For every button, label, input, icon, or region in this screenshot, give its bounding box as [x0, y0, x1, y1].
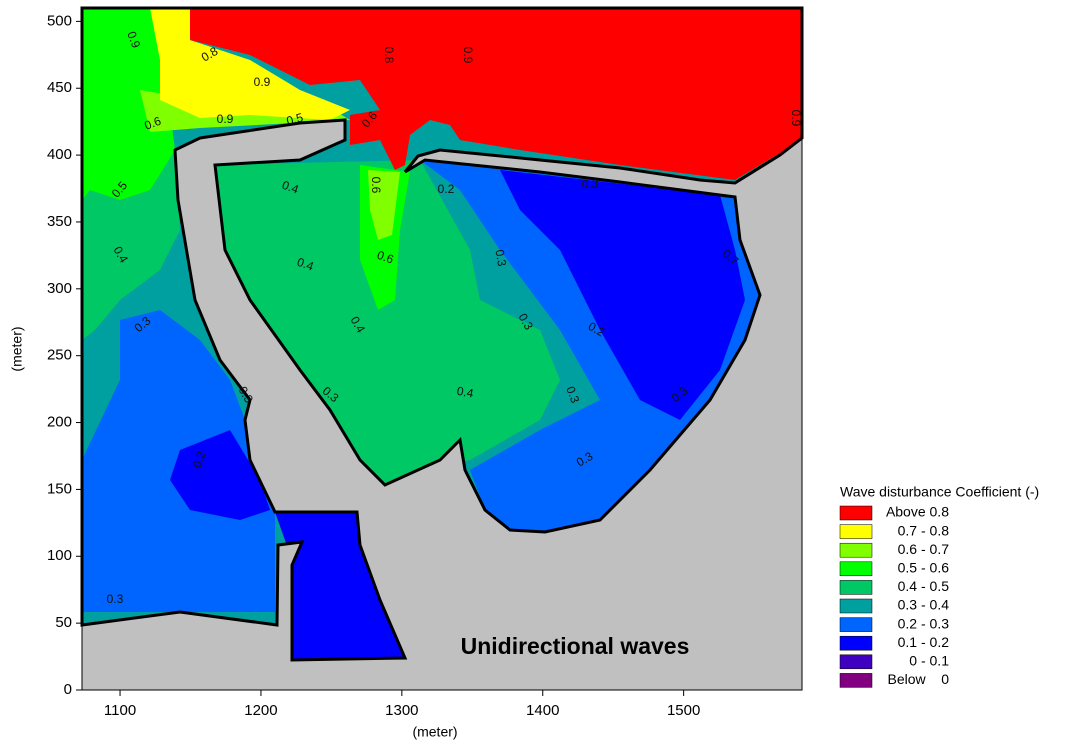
legend-swatch [839, 654, 873, 670]
region [500, 170, 745, 420]
y-tick-label: 500 [47, 12, 72, 29]
y-tick-label: 50 [55, 614, 72, 631]
y-tick-label: 150 [47, 480, 72, 497]
contour-labels: 0.9 0.8 0.9 0.8 0.9 0.6 0.9 0.5 0.6 0.9 … [107, 29, 803, 606]
contour-label: 0.4 [280, 178, 301, 197]
legend-swatch [839, 580, 873, 595]
contour-label: 0.9 [124, 29, 143, 50]
contour-label: 0.5 [285, 110, 305, 128]
contour-label: 0.9 [254, 75, 271, 89]
legend-label: 0.3 - 0.4 [898, 597, 950, 613]
contour-label: 0.3 [563, 384, 582, 405]
legend-swatch [839, 635, 873, 651]
legend-swatch [839, 561, 873, 577]
legend-label: 0.5 - 0.6 [898, 560, 950, 576]
legend-swatch [839, 542, 873, 558]
y-tick-label: 0 [64, 681, 72, 698]
contour-label: 0.4 [456, 384, 475, 401]
y-tick-label: 300 [47, 280, 72, 297]
contour-label: 0.9 [461, 47, 475, 64]
legend-label: 0.1 - 0.2 [898, 634, 950, 650]
annotation: Unidirectional waves [461, 633, 690, 659]
contour-label: 0.9 [789, 110, 803, 127]
legend-label: 0.2 - 0.3 [898, 615, 950, 631]
legend-swatch [839, 524, 873, 539]
legend-label: 0.4 - 0.5 [898, 578, 950, 594]
y-tick-label: 100 [47, 547, 72, 564]
x-axis-label: (meter) [412, 724, 457, 740]
legend-label: Below 0 [888, 671, 950, 687]
contour-field [82, 8, 802, 660]
contour-label: 0.9 [217, 112, 234, 126]
region [82, 8, 175, 200]
legend-label: 0.7 - 0.8 [898, 522, 950, 538]
contour-label: 0.6 [375, 248, 396, 267]
y-axis-label: (meter) [9, 326, 25, 371]
region [150, 8, 350, 120]
contour-label: 0.4 [295, 255, 316, 274]
legend-label: 0.6 - 0.7 [898, 541, 950, 557]
contour-label: 0.3 [492, 248, 509, 267]
contour-label: 0.8 [382, 47, 396, 64]
region [275, 512, 405, 660]
region [368, 170, 400, 240]
legend-swatch [839, 505, 873, 521]
contour-label: 0.3 [582, 177, 599, 191]
contour-label: 0.2 [190, 449, 209, 470]
legend-swatch [839, 673, 873, 688]
x-tick-label: 1100 [104, 702, 136, 719]
contour-label: 0.6 [369, 177, 383, 194]
legend-swatch [839, 598, 873, 614]
contour-label: 0.3 [107, 592, 124, 606]
x-tick-label: 1400 [526, 702, 559, 719]
contour-label: 0.6 [142, 114, 163, 133]
region [190, 8, 802, 180]
y-tick-label: 450 [47, 79, 72, 96]
y-tick-label: 200 [47, 414, 72, 431]
y-tick-label: 350 [47, 213, 72, 230]
x-tick-label: 1500 [667, 702, 700, 719]
legend-title: Wave disturbance Coefficient (-) [840, 484, 1039, 500]
plot-frame [81, 7, 803, 691]
legend-swatch [839, 617, 873, 632]
x-tick-label: 1300 [385, 702, 418, 719]
legend-label: Above 0.8 [886, 504, 949, 520]
region [215, 160, 560, 485]
region [170, 430, 270, 520]
x-tick-label: 1200 [244, 702, 277, 719]
y-tick-label: 250 [47, 347, 72, 364]
y-tick-label: 400 [47, 146, 72, 163]
contour-label: 0.2 [438, 182, 455, 196]
legend-label: 0 - 0.1 [909, 653, 949, 669]
